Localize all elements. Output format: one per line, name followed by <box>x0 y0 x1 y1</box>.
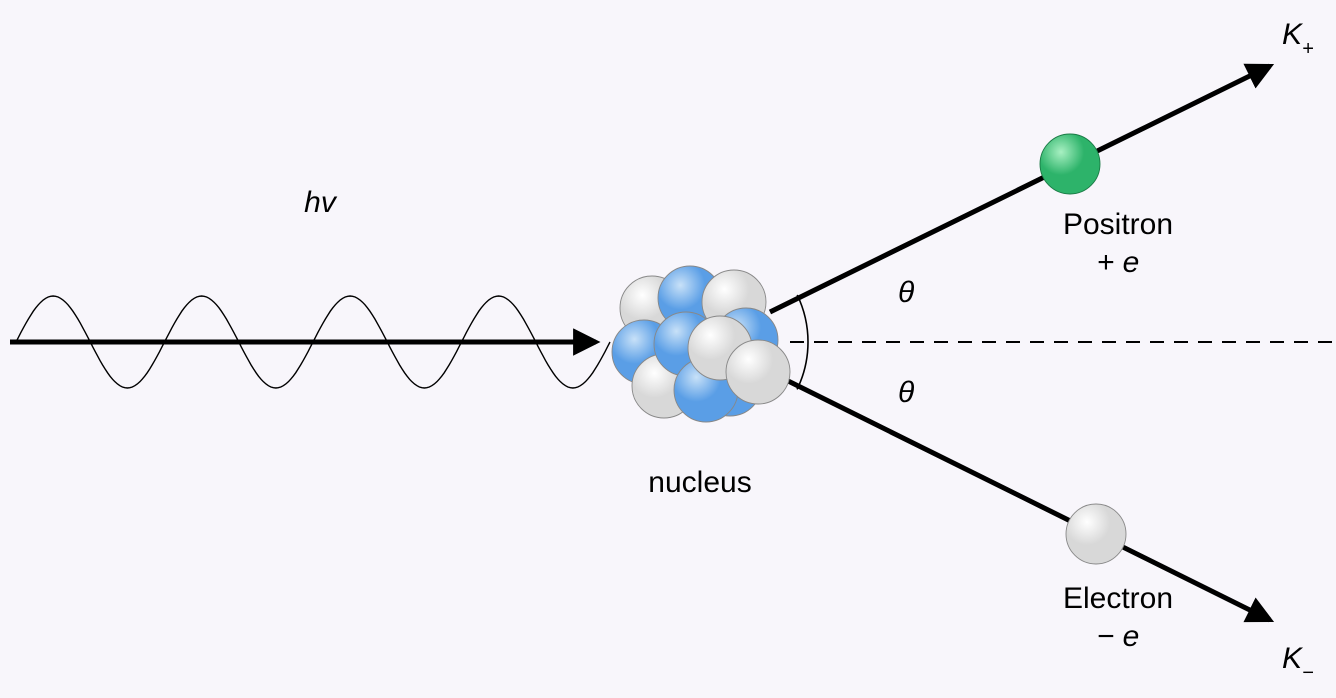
neutron-sphere <box>726 340 790 404</box>
theta-upper-label: θ <box>898 276 915 309</box>
electron-particle <box>1066 504 1126 564</box>
photon-energy-label: hv <box>304 186 338 219</box>
positron-particle <box>1040 134 1100 194</box>
positron-name-label: Positron <box>1063 208 1173 241</box>
positron-charge-label: + e <box>1097 246 1140 279</box>
nucleus-cluster <box>612 266 790 422</box>
theta-lower-label: θ <box>898 376 915 409</box>
nucleus-label: nucleus <box>648 466 751 499</box>
electron-name-label: Electron <box>1063 582 1173 615</box>
electron-charge-label: − e <box>1097 620 1140 653</box>
